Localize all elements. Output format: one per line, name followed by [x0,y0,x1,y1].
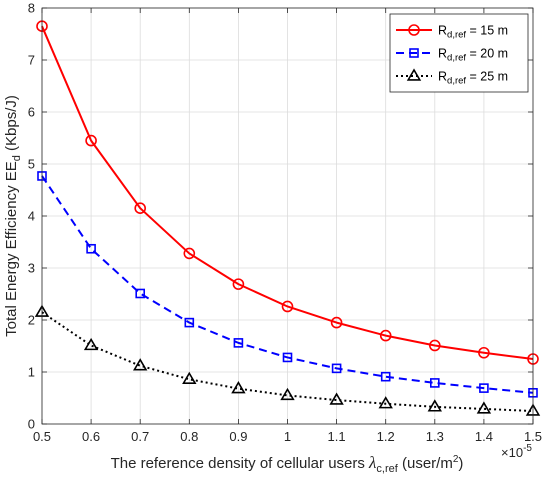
legend-label: Rd,ref = 15 m [438,24,508,41]
y-tick-label: 0 [28,417,35,432]
x-tick-label: 1 [284,429,291,444]
data-point-circle [478,346,490,359]
data-point-triangle [378,396,393,409]
data-point-circle [379,329,392,342]
legend-label: Rd,ref = 25 m [438,70,508,87]
data-point-circle [428,339,441,352]
data-point-circle [85,134,97,147]
data-point-triangle [231,381,246,394]
data-point-triangle [182,371,197,384]
series-line [41,25,534,360]
x-axis-label: The reference density of cellular users … [111,453,464,475]
x-tick-label: 1.5 [524,429,542,444]
legend-item: Rd,ref = 20 m [396,47,508,64]
x-axis-multiplier: ×10-5 [501,443,532,460]
y-tick-label: 8 [28,1,35,16]
data-point-circle [232,278,245,290]
legend: Rd,ref = 15 m Rd,ref = 20 m Rd,ref = 25 m [389,13,529,93]
legend-label: Rd,ref = 20 m [438,47,508,64]
legend-item: Rd,ref = 25 m [396,68,508,87]
y-tick-label: 1 [28,365,35,380]
series-1 [36,20,539,365]
x-tick-label: 0.5 [33,429,51,444]
x-tick-label: 0.9 [229,429,247,444]
data-point-square [479,383,489,393]
y-tick-label: 7 [28,53,35,68]
data-point-triangle [427,399,442,412]
data-point-triangle [83,337,99,351]
x-tick-labels: 0.5 0.6 0.7 0.8 0.9 1 1.1 1.2 1.3 1.4 1.5 [33,429,542,444]
data-point-square [331,363,342,374]
y-tick-label: 4 [28,209,35,224]
y-axis-label: Total Energy Efficiency EEd (Kbps/J) [3,95,23,337]
data-point-circle [134,202,146,214]
x-tick-label: 0.7 [131,429,149,444]
x-tick-label: 1.4 [475,429,493,444]
series-2 [37,171,538,398]
data-point-triangle [133,358,148,371]
data-point-triangle [329,392,344,405]
x-tick-label: 0.8 [180,429,198,444]
x-tick-label: 1.3 [426,429,444,444]
x-tick-label: 1.1 [328,429,346,444]
data-point-square [135,288,145,299]
data-point-circle [183,247,196,260]
legend-item: Rd,ref = 15 m [396,24,508,41]
legend-marker-square [409,48,419,58]
legend-marker-circle [408,24,420,36]
y-tick-labels: 0 1 2 3 4 5 6 7 8 [28,1,35,432]
series-line [41,175,534,394]
x-tick-label: 0.6 [82,429,100,444]
y-tick-label: 5 [28,157,35,172]
data-point-square [184,317,195,328]
y-tick-label: 6 [28,105,35,120]
data-point-square [429,378,440,388]
data-point-circle [281,300,294,313]
data-point-triangle [280,387,295,401]
legend-marker-triangle [406,68,422,81]
data-point-square [233,338,244,348]
data-point-circle [330,316,343,329]
plot-frame [41,7,534,425]
x-tick-label: 1.2 [377,429,395,444]
data-point-square [282,352,293,363]
data-point-square [380,371,391,382]
y-tick-label: 2 [28,313,35,328]
data-point-triangle [476,401,492,414]
y-tick-label: 3 [28,261,35,276]
data-point-square [86,243,96,254]
